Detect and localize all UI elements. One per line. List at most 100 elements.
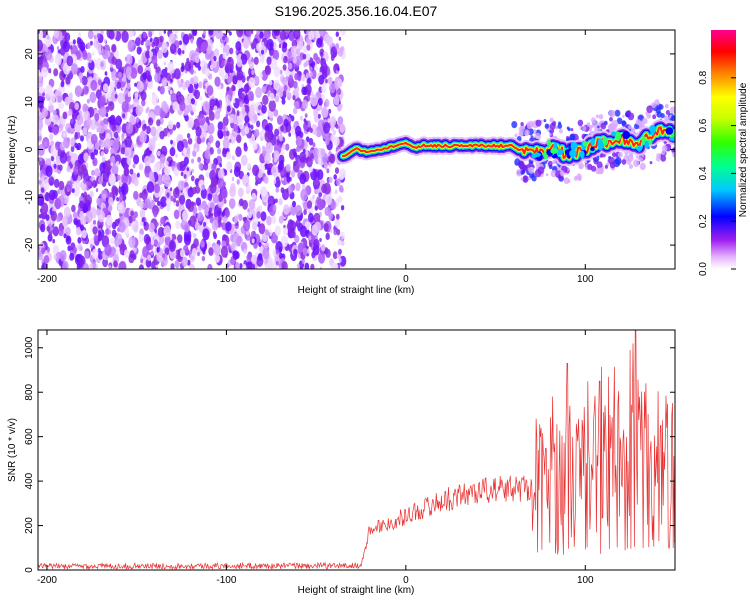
noise-blob — [306, 248, 311, 254]
ridge-hotspot — [611, 131, 617, 136]
noise-blob — [207, 193, 213, 201]
ridge-speckle — [543, 119, 547, 123]
noise-blob — [48, 103, 54, 113]
noise-blob — [66, 165, 71, 172]
noise-blob — [53, 254, 57, 260]
noise-blob — [316, 37, 323, 48]
noise-blob — [83, 85, 89, 95]
noise-blob — [325, 78, 328, 84]
noise-blob — [275, 261, 279, 266]
noise-blob — [261, 49, 264, 55]
noise-blob — [208, 30, 214, 36]
noise-blob — [66, 155, 70, 161]
noise-blob — [325, 248, 331, 258]
noise-blob — [38, 39, 43, 52]
noise-blob — [263, 175, 269, 184]
noise-blob — [180, 65, 185, 73]
noise-blob — [154, 105, 162, 116]
noise-blob — [258, 242, 262, 247]
noise-blob — [124, 147, 132, 159]
noise-blob — [175, 200, 180, 207]
noise-blob — [236, 111, 240, 116]
ridge-hotspot — [650, 129, 655, 136]
noise-blob — [72, 246, 77, 254]
noise-blob — [38, 179, 42, 185]
noise-blob — [257, 253, 263, 261]
noise-blob — [318, 74, 325, 85]
noise-blob — [49, 133, 54, 141]
noise-blob — [232, 99, 236, 104]
noise-blob — [154, 72, 161, 83]
noise-blob — [76, 36, 82, 45]
noise-blob — [288, 62, 293, 70]
noise-blob — [139, 208, 146, 219]
noise-blob — [313, 129, 318, 136]
noise-blob — [231, 177, 235, 181]
noise-blob — [340, 103, 343, 109]
noise-blob — [247, 211, 252, 219]
noise-blob — [320, 51, 324, 58]
noise-blob — [44, 250, 48, 255]
noise-blob — [287, 92, 292, 100]
noise-blob — [332, 129, 336, 136]
noise-blob — [186, 167, 190, 172]
noise-blob — [41, 247, 46, 255]
noise-blob — [337, 238, 342, 246]
noise-blob — [266, 56, 272, 66]
noise-blob — [127, 91, 132, 98]
noise-blob — [229, 47, 234, 55]
noise-blob — [263, 30, 271, 40]
ridge-speckle — [661, 150, 666, 156]
noise-blob — [60, 81, 65, 88]
noise-blob — [89, 190, 94, 198]
ridge-speckle — [582, 125, 587, 131]
noise-blob — [184, 114, 189, 122]
ridge-speckle — [573, 176, 578, 181]
noise-blob — [287, 185, 293, 194]
noise-blob — [260, 211, 267, 222]
ridge-speckle — [628, 164, 634, 169]
noise-blob — [286, 222, 292, 232]
noise-blob — [173, 187, 180, 199]
noise-blob — [248, 199, 256, 210]
noise-blob — [288, 116, 291, 122]
noise-blob — [159, 186, 165, 194]
noise-blob — [83, 178, 87, 184]
noise-blob — [317, 113, 321, 119]
noise-blob — [71, 204, 76, 213]
noise-blob — [167, 120, 174, 130]
noise-blob — [252, 164, 260, 176]
noise-blob — [70, 118, 74, 124]
noise-blob — [173, 30, 179, 35]
noise-blob — [44, 35, 52, 48]
noise-blob — [264, 65, 272, 76]
noise-blob — [229, 138, 232, 143]
noise-blob — [213, 48, 220, 58]
ridge-speckle — [630, 127, 636, 133]
ridge-speckle — [523, 165, 528, 171]
noise-blob — [251, 69, 255, 76]
ridge-speckle — [628, 124, 632, 130]
noise-blob — [273, 150, 280, 161]
noise-blob — [192, 232, 197, 239]
noise-blob — [293, 30, 301, 40]
noise-blob — [39, 156, 43, 162]
noise-blob — [196, 136, 202, 145]
noise-blob — [340, 30, 346, 36]
noise-blob — [201, 41, 208, 51]
ridge-speckle — [598, 114, 604, 120]
noise-blob — [140, 258, 144, 264]
noise-blob — [238, 121, 244, 130]
noise-blob — [294, 234, 300, 244]
noise-blob — [275, 249, 280, 255]
noise-blob — [39, 208, 43, 213]
noise-blob — [144, 198, 151, 209]
noise-blob — [130, 108, 133, 113]
noise-blob — [194, 178, 200, 186]
noise-blob — [302, 247, 308, 256]
noise-blob — [198, 224, 204, 233]
ridge-speckle — [518, 125, 525, 133]
noise-blob — [118, 261, 126, 269]
noise-blob — [258, 205, 263, 212]
